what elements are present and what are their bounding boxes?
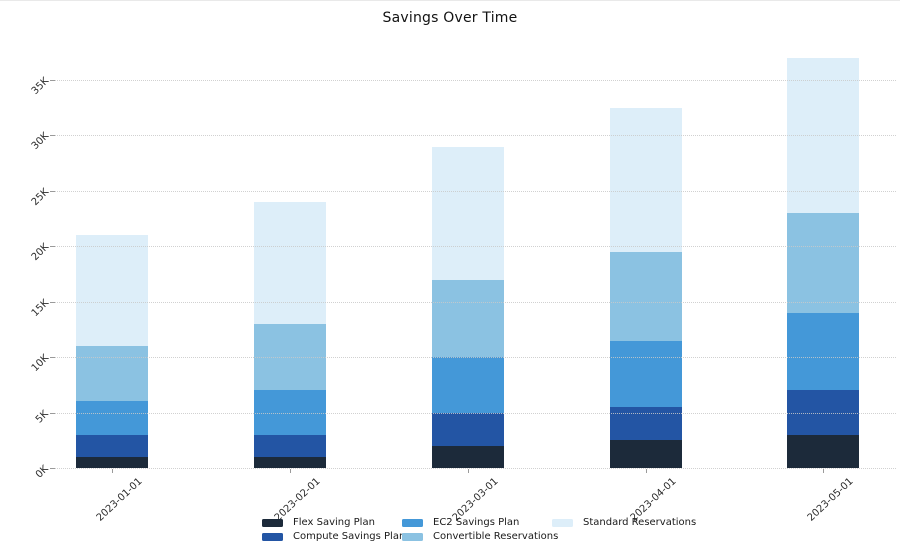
bar-segment-3-cat4 (787, 213, 859, 313)
legend-item-2: EC2 Savings Plan (402, 517, 519, 528)
bar-segment-0-cat4 (787, 434, 859, 468)
bar-segment-1-cat2 (432, 412, 504, 446)
legend-label: Convertible Reservations (433, 531, 559, 542)
y-tick-mark (50, 190, 55, 192)
gridline-35K (55, 80, 896, 81)
gridline-30K (55, 135, 896, 137)
gridline-5K (55, 412, 896, 414)
bar-segment-3-cat0 (76, 346, 148, 402)
legend-swatch-icon (402, 532, 423, 541)
chart-title: Savings Over Time (382, 10, 518, 26)
legend-item-0: Flex Saving Plan (262, 517, 375, 528)
y-tick-mark (50, 412, 55, 414)
x-tick-mark (112, 469, 113, 473)
bar-segment-1-cat0 (76, 434, 148, 457)
legend-label: Flex Saving Plan (293, 517, 375, 528)
bar-segment-4-cat3 (610, 107, 682, 252)
bar-segment-3-cat2 (432, 279, 504, 358)
bar-segment-0-cat3 (610, 440, 682, 468)
y-tick-mark (50, 80, 55, 81)
y-tick-mark (50, 135, 55, 137)
y-tick-mark (50, 301, 55, 303)
bar-segment-4-cat1 (254, 201, 326, 324)
y-tick-mark (50, 357, 55, 359)
x-tick-mark (290, 469, 291, 473)
bar-segment-3-cat1 (254, 323, 326, 391)
legend-swatch-icon (552, 518, 573, 527)
legend-item-1: Compute Savings Plan (262, 531, 405, 542)
gridline-0K (55, 468, 896, 469)
legend-item-4: Standard Reservations (552, 517, 696, 528)
bar-segment-4-cat2 (432, 146, 504, 280)
gridline-15K (55, 301, 896, 303)
bar-segment-3-cat3 (610, 251, 682, 341)
bar-segment-2-cat2 (432, 357, 504, 413)
legend-swatch-icon (402, 518, 423, 527)
gridline-10K (55, 357, 896, 359)
y-tick-mark (50, 468, 55, 469)
legend-item-3: Convertible Reservations (402, 531, 558, 542)
legend-label: EC2 Savings Plan (433, 517, 520, 528)
bar-segment-2-cat1 (254, 390, 326, 435)
legend-label: Compute Savings Plan (293, 531, 406, 542)
legend-swatch-icon (262, 518, 283, 527)
x-tick-mark (823, 469, 824, 473)
bar-segment-0-cat2 (432, 445, 504, 468)
x-tick-mark (646, 469, 647, 473)
bar-segment-4-cat0 (76, 235, 148, 347)
bar-segment-1-cat4 (787, 390, 859, 435)
x-tick-mark (468, 469, 469, 473)
bar-segment-0-cat1 (254, 456, 326, 468)
bar-segment-0-cat0 (76, 456, 148, 468)
legend-label: Standard Reservations (583, 517, 697, 528)
gridline-20K (55, 246, 896, 248)
bar-segment-2-cat4 (787, 312, 859, 391)
bar-segment-1-cat3 (610, 407, 682, 441)
bar-segment-2-cat3 (610, 340, 682, 407)
y-tick-mark (50, 246, 55, 248)
bar-segment-2-cat0 (76, 401, 148, 435)
legend-swatch-icon (262, 532, 283, 541)
bar-segment-1-cat1 (254, 434, 326, 457)
gridline-25K (55, 190, 896, 192)
